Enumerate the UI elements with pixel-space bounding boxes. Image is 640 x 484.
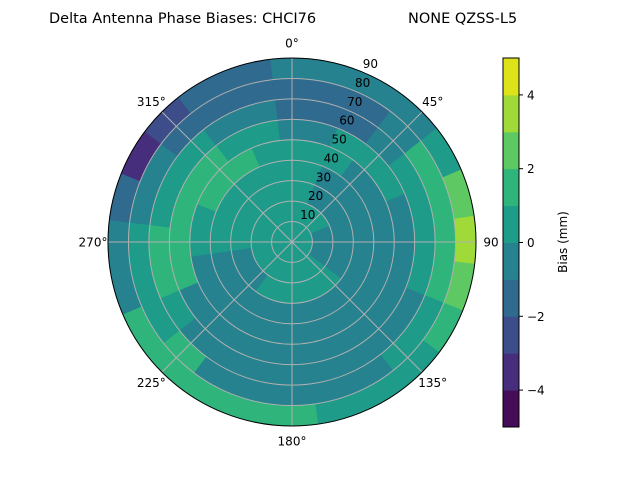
colorbar: −4 −2 0 2 4 bbox=[502, 57, 545, 428]
colorbar-tick-label: 0 bbox=[527, 236, 535, 250]
polar-frame bbox=[107, 57, 477, 427]
angular-tick-label: 0° bbox=[285, 37, 299, 51]
radial-tick-label: 20 bbox=[308, 189, 323, 203]
colorbar-tick-label: 2 bbox=[527, 162, 535, 176]
colorbar-tick-label: −2 bbox=[527, 310, 545, 324]
colorbar-band bbox=[503, 353, 519, 391]
radial-tick-label: 50 bbox=[331, 133, 346, 147]
radial-tick-label: 70 bbox=[347, 95, 362, 109]
angular-gridline bbox=[291, 111, 423, 243]
polar-grid bbox=[108, 58, 476, 426]
angular-tick-label: 180° bbox=[278, 435, 307, 449]
radial-tick-label: 80 bbox=[355, 76, 370, 90]
radial-tick-labels: 10 20 30 40 50 60 70 80 90 bbox=[300, 57, 378, 222]
radial-tick-label: 90 bbox=[363, 57, 378, 71]
chart-subtitle: NONE QZSS-L5 bbox=[408, 11, 517, 27]
angular-tick-labels: 0° 45° 90 135° 180° 225° 270° 315° bbox=[79, 37, 499, 449]
angular-tick-label: 135° bbox=[418, 376, 447, 390]
colorbar-band bbox=[503, 94, 519, 133]
radial-tick-label: 10 bbox=[300, 208, 315, 222]
radial-tick-label: 40 bbox=[324, 151, 339, 165]
colorbar-label: Bias (mm) bbox=[556, 211, 570, 273]
angular-tick-label: 270° bbox=[79, 236, 108, 250]
colorbar-tick-label: −4 bbox=[527, 384, 545, 398]
colorbar-band bbox=[503, 279, 519, 317]
angular-gridline bbox=[161, 241, 293, 373]
colorbar-band bbox=[503, 205, 519, 243]
angular-tick-label: 45° bbox=[422, 95, 443, 109]
radial-tick-label: 30 bbox=[316, 170, 331, 184]
angular-tick-label: 225° bbox=[137, 376, 166, 390]
contour-field bbox=[107, 57, 477, 427]
colorbar-tick-label: 4 bbox=[527, 88, 535, 102]
colorbar-band bbox=[503, 242, 519, 280]
colorbar-band bbox=[503, 131, 519, 170]
radial-tick-label: 60 bbox=[339, 114, 354, 128]
colorbar-band bbox=[503, 58, 519, 96]
colorbar-band bbox=[503, 168, 519, 207]
chart-title: Delta Antenna Phase Biases: CHCI76 bbox=[49, 11, 316, 27]
angular-tick-label: 315° bbox=[137, 95, 166, 109]
angular-gridline bbox=[161, 111, 293, 243]
angular-gridline bbox=[291, 241, 423, 373]
colorbar-band bbox=[503, 316, 519, 354]
colorbar-band bbox=[503, 390, 519, 428]
angular-tick-label: 90 bbox=[483, 236, 498, 250]
